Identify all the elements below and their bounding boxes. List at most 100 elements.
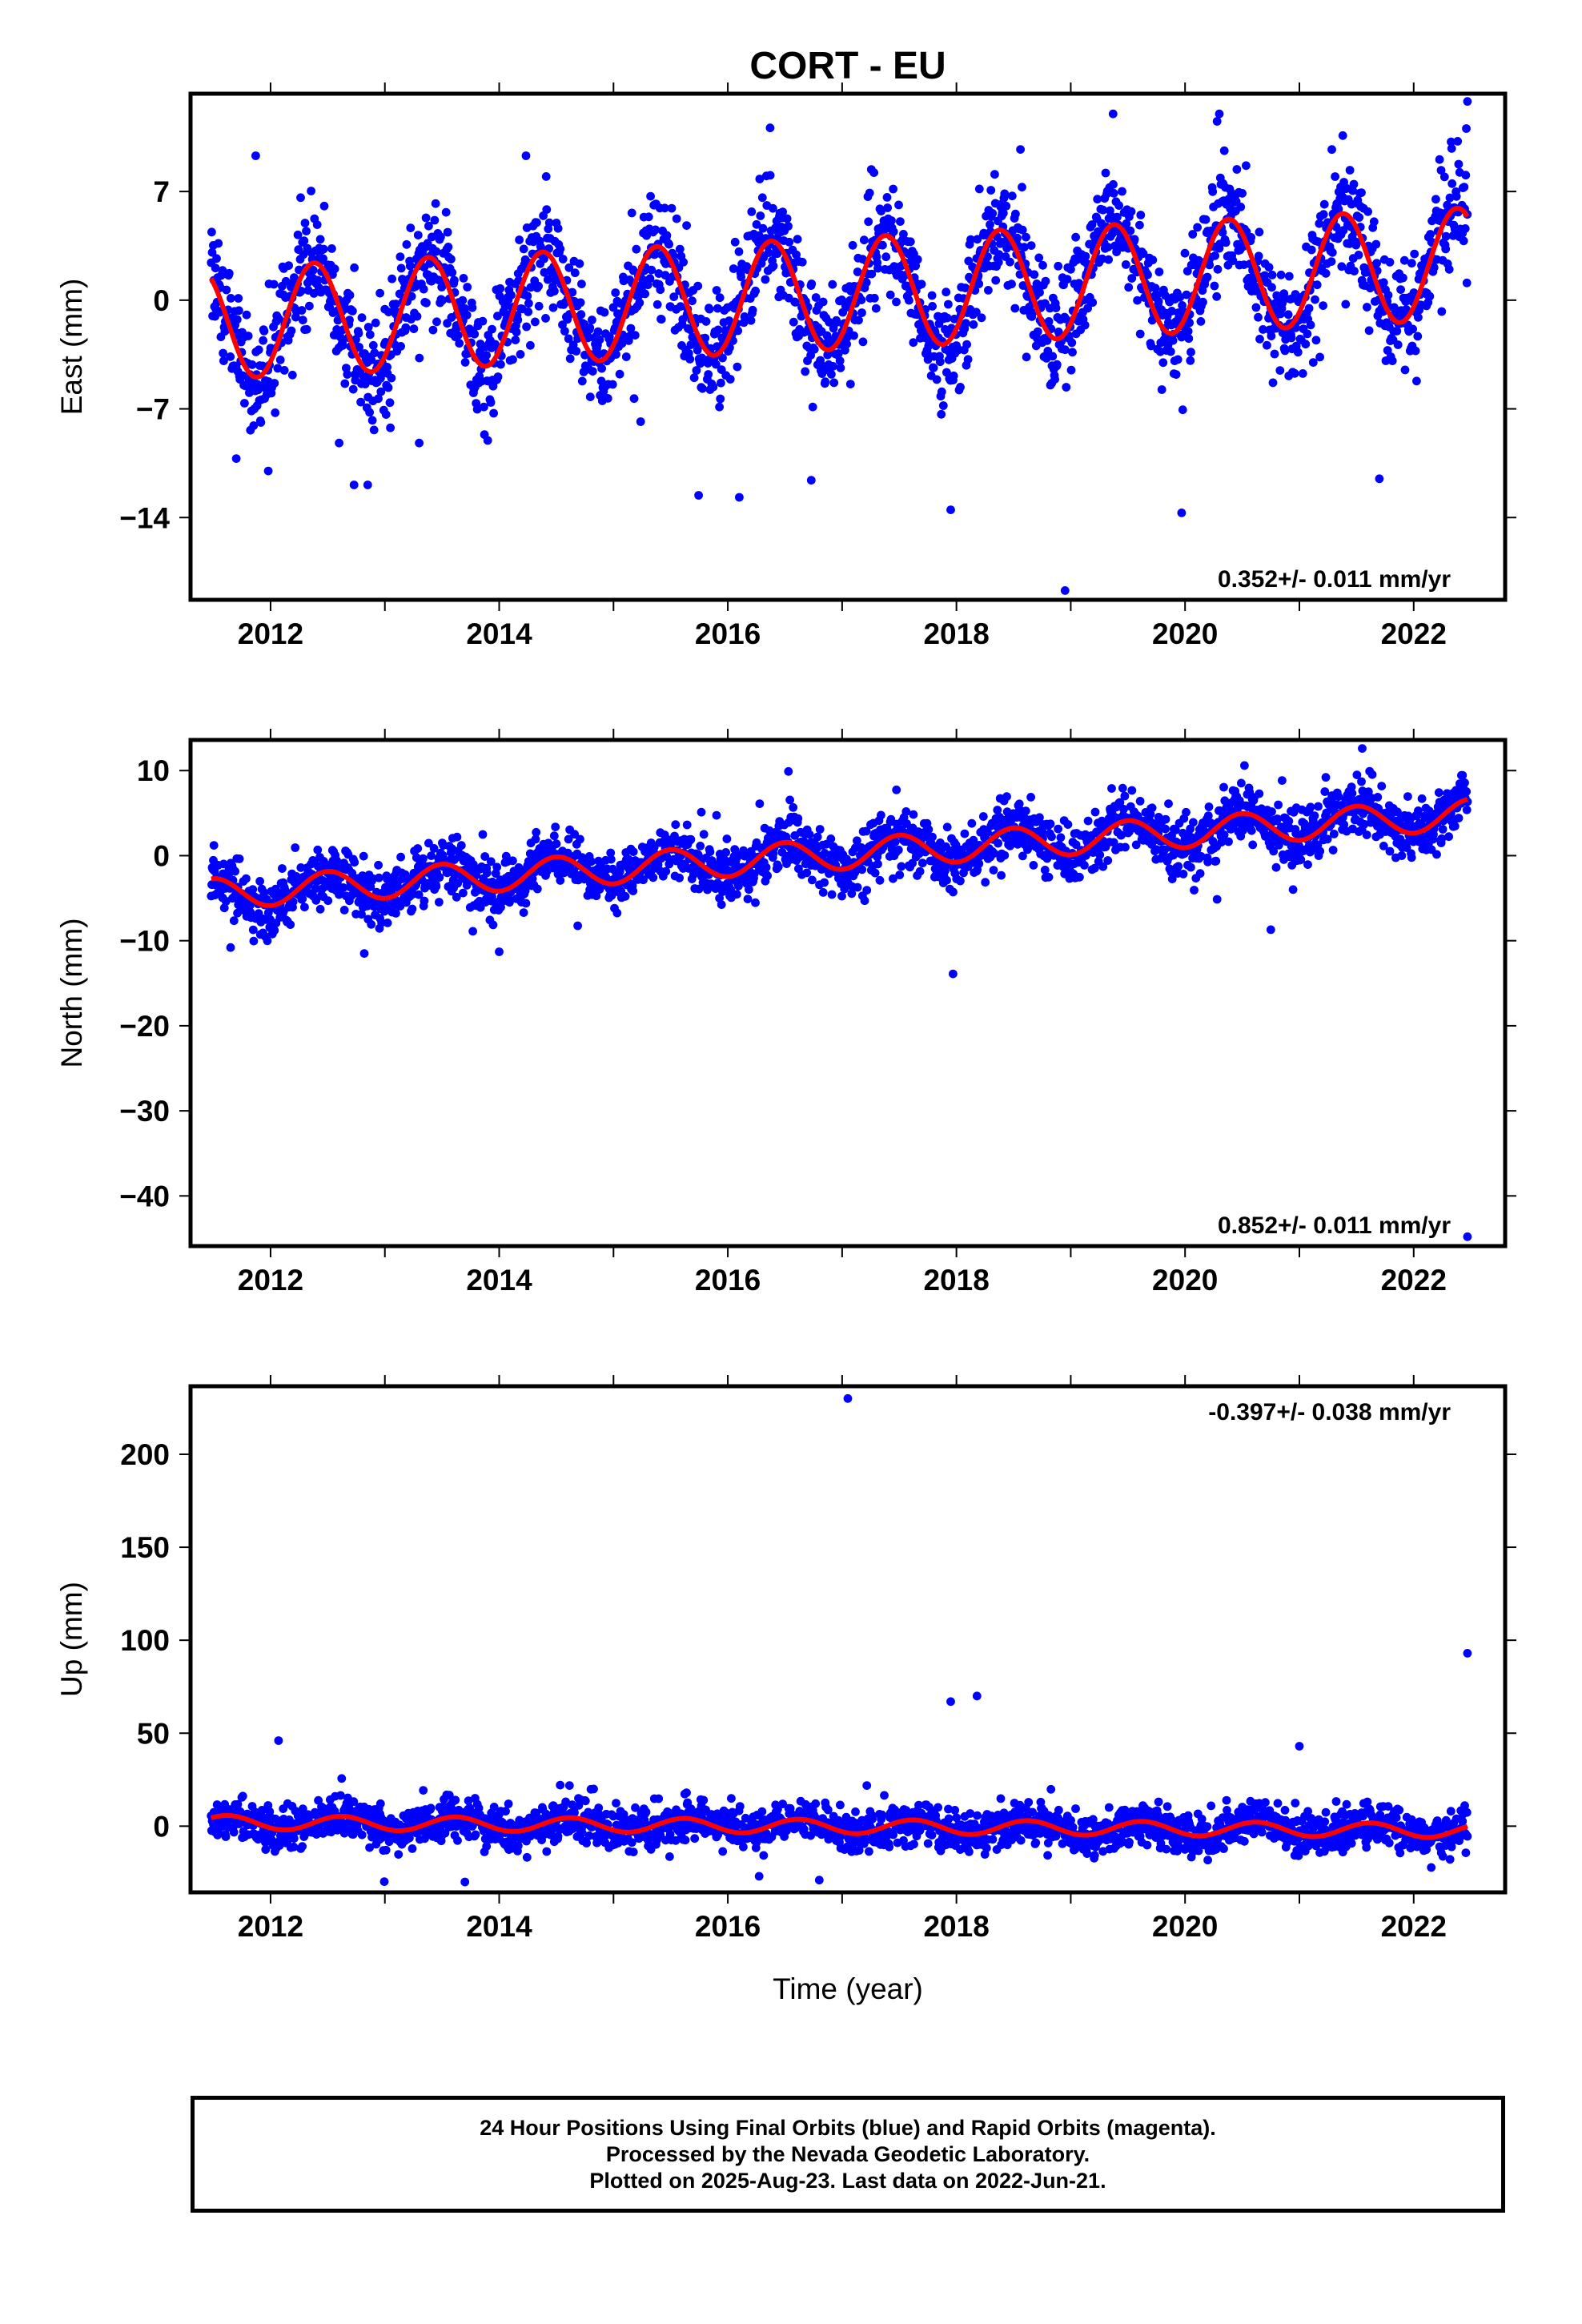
- data-point: [412, 853, 421, 862]
- data-point: [722, 834, 732, 843]
- data-point: [313, 275, 323, 285]
- data-point: [249, 421, 259, 430]
- data-point: [551, 822, 560, 831]
- data-point: [1255, 335, 1264, 344]
- data-point: [1247, 826, 1256, 835]
- data-point: [1290, 368, 1299, 378]
- y-tick-label: −10: [119, 925, 170, 958]
- data-point: [278, 864, 287, 873]
- data-point: [832, 318, 841, 327]
- data-point: [1167, 307, 1176, 316]
- data-point: [243, 332, 253, 340]
- data-point: [721, 859, 730, 869]
- data-point: [801, 367, 810, 376]
- data-point: [729, 264, 738, 273]
- data-point: [492, 862, 502, 872]
- data-point: [431, 199, 440, 208]
- data-point: [1431, 195, 1440, 204]
- data-point: [1238, 189, 1247, 198]
- data-point: [793, 814, 803, 823]
- data-point: [515, 235, 524, 244]
- data-point: [1002, 792, 1011, 802]
- data-point: [1122, 219, 1131, 228]
- data-point: [994, 838, 1002, 848]
- data-point: [1189, 818, 1198, 827]
- data-point: [1190, 886, 1199, 895]
- data-point: [483, 436, 492, 445]
- data-point: [1310, 811, 1319, 820]
- data-point: [1121, 842, 1130, 852]
- data-point: [878, 240, 887, 250]
- data-point: [1369, 217, 1379, 227]
- data-point: [435, 873, 444, 882]
- data-point: [1454, 159, 1464, 169]
- data-point: [1148, 255, 1158, 264]
- north-panel: 2012 2014 2016 2018 2020 2022−40−30−20−10010N…: [55, 729, 1516, 1297]
- data-point: [612, 350, 620, 359]
- data-point: [808, 402, 817, 412]
- data-point: [755, 175, 765, 183]
- data-point: [1093, 195, 1102, 204]
- data-point: [1035, 287, 1044, 297]
- data-point: [271, 1814, 280, 1823]
- data-point: [350, 263, 359, 272]
- data-point: [712, 810, 721, 820]
- data-point: [669, 292, 679, 301]
- data-point: [1348, 186, 1357, 195]
- data-point: [460, 358, 470, 367]
- data-point: [1011, 209, 1020, 219]
- data-point: [1107, 784, 1116, 793]
- data-point: [974, 184, 984, 194]
- data-point: [1066, 264, 1075, 274]
- data-point: [289, 1842, 299, 1852]
- data-point: [820, 849, 829, 858]
- data-point: [653, 860, 663, 870]
- data-point: [737, 272, 745, 282]
- data-point: [521, 151, 531, 160]
- data-point: [556, 244, 565, 254]
- data-point: [784, 222, 793, 231]
- data-point: [480, 852, 490, 861]
- data-point: [1034, 253, 1044, 263]
- rate-annotation: 0.852+/- 0.011 mm/yr: [1218, 1212, 1451, 1239]
- data-point: [541, 172, 551, 181]
- data-point: [1327, 145, 1336, 155]
- data-point: [646, 191, 655, 201]
- x-tick-label: 2018: [923, 617, 989, 650]
- data-point: [311, 895, 321, 905]
- data-point: [413, 231, 423, 239]
- data-point: [287, 370, 297, 380]
- data-point: [296, 193, 305, 203]
- data-point: [628, 887, 638, 895]
- data-point: [516, 350, 525, 359]
- data-point: [489, 408, 498, 418]
- data-point: [519, 908, 528, 917]
- y-tick-label: 0: [153, 839, 170, 872]
- data-point: [330, 264, 339, 274]
- data-point: [315, 235, 325, 244]
- data-point: [1232, 165, 1242, 174]
- data-point: [387, 373, 396, 383]
- data-point: [556, 876, 565, 885]
- data-point: [1219, 830, 1229, 839]
- data-point: [713, 325, 723, 335]
- data-point: [984, 286, 993, 295]
- data-point: [675, 244, 685, 254]
- data-point: [367, 416, 377, 425]
- data-point: [247, 360, 257, 369]
- data-point: [564, 263, 574, 272]
- data-point: [1018, 851, 1027, 861]
- data-point: [626, 324, 636, 333]
- data-point: [496, 283, 505, 293]
- data-point: [994, 258, 1003, 267]
- data-point: [870, 868, 880, 878]
- data-point: [270, 379, 279, 388]
- figure-title: CORT - EU: [749, 45, 946, 87]
- data-point: [697, 807, 706, 817]
- data-point: [1007, 191, 1017, 201]
- data-point: [993, 806, 1002, 814]
- data-point: [1098, 862, 1108, 871]
- data-point: [1166, 347, 1175, 356]
- data-point: [1284, 271, 1294, 281]
- data-point: [1278, 776, 1287, 785]
